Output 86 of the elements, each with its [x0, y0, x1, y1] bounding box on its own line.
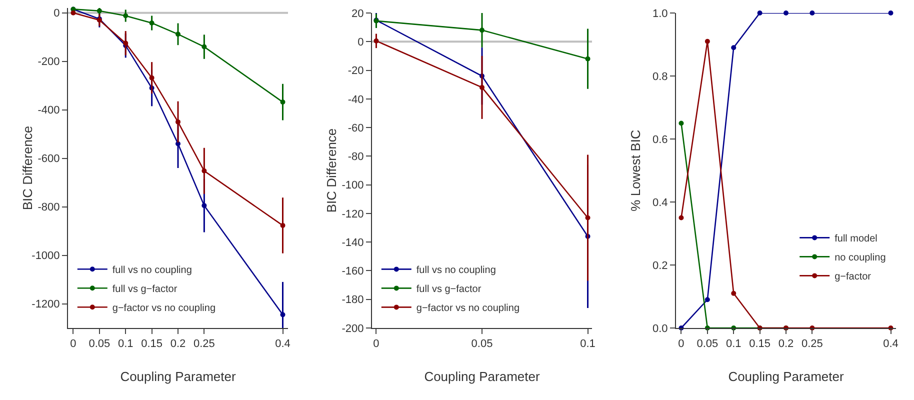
y-axis-title: BIC Difference: [324, 128, 339, 213]
y-tick-label: -200: [38, 56, 60, 68]
point: [784, 10, 788, 16]
point: [585, 215, 590, 220]
y-tick-label: 0.2: [652, 260, 668, 272]
x-tick-label: 0.2: [170, 338, 186, 350]
y-tick-label: -160: [342, 266, 364, 278]
point: [280, 312, 286, 318]
point: [96, 8, 102, 14]
legend-label: g−factor vs no coupling: [416, 303, 520, 314]
legend-label: full vs g−factor: [416, 284, 482, 296]
x-tick-label: 0.1: [726, 338, 742, 350]
point: [123, 40, 128, 46]
x-tick-label: 0.15: [141, 338, 163, 350]
point: [585, 56, 590, 62]
legend-label: full model: [834, 234, 878, 245]
y-tick-label: -100: [342, 180, 364, 192]
legend-label: full vs no coupling: [112, 265, 192, 276]
y-tick-label: -200: [342, 322, 364, 335]
y-tick-label: -40: [348, 94, 364, 106]
point: [810, 10, 815, 16]
y-axis-title: BIC Difference: [20, 126, 35, 210]
x-tick-label: 0.1: [118, 338, 134, 350]
x-tick-label: 0.4: [883, 338, 898, 350]
legend-label: no coupling: [834, 252, 886, 264]
point: [149, 75, 154, 80]
legend-label: full vs no coupling: [416, 265, 496, 276]
point: [678, 120, 684, 126]
x-axis-title: Coupling Parameter: [728, 368, 844, 384]
point: [280, 222, 286, 228]
x-tick-label: 0: [678, 338, 684, 350]
point: [757, 10, 762, 16]
y-tick-label: 0.8: [652, 70, 668, 83]
y-tick-label: -1200: [32, 298, 60, 311]
y-tick-label: -120: [342, 208, 364, 220]
x-tick-label: 0.25: [801, 338, 823, 350]
x-axis-title: Coupling Parameter: [424, 368, 540, 384]
point: [176, 32, 180, 37]
y-tick-label: 0: [54, 8, 60, 20]
x-tick-label: 0: [70, 338, 76, 350]
point: [731, 45, 736, 50]
y-tick-label: 20: [352, 8, 364, 20]
y-tick-label: 0: [358, 36, 364, 48]
point: [704, 297, 710, 302]
x-tick-label: 0: [373, 338, 380, 350]
x-tick-label: 0.25: [193, 338, 215, 350]
point: [480, 84, 484, 90]
x-tick-label: 0.4: [275, 338, 290, 350]
x-tick-label: 0.05: [471, 338, 493, 350]
point: [176, 119, 180, 124]
y-tick-label: -800: [38, 202, 60, 214]
point: [176, 141, 180, 146]
x-tick-label: 0.2: [778, 338, 794, 350]
x-tick-label: 0.05: [696, 338, 718, 350]
x-axis-title: Coupling Parameter: [120, 368, 236, 384]
point: [202, 168, 207, 174]
y-tick-label: -20: [348, 65, 364, 78]
y-tick-label: -80: [348, 151, 364, 164]
x-tick-label: 0.1: [580, 338, 596, 350]
legend-label: full vs g−factor: [112, 284, 178, 295]
y-tick-label: 0.4: [652, 196, 668, 209]
point: [280, 100, 286, 105]
y-tick-label: 1.0: [652, 8, 668, 20]
point: [374, 38, 379, 44]
point: [149, 20, 154, 26]
y-axis-title: % Lowest BIC: [628, 130, 643, 212]
legend-label: g−factor vs no coupling: [112, 303, 216, 314]
point: [123, 13, 128, 18]
point: [731, 290, 736, 296]
y-tick-label: -1000: [32, 250, 60, 262]
point: [888, 10, 894, 16]
point: [202, 44, 207, 50]
point: [202, 203, 207, 208]
y-tick-label: -400: [38, 104, 60, 117]
y-tick-label: -600: [38, 153, 60, 166]
y-tick-label: 0.0: [652, 322, 668, 335]
point: [704, 38, 710, 44]
x-tick-label: 0.15: [749, 338, 771, 350]
x-tick-label: 0.05: [88, 338, 110, 350]
point: [480, 28, 484, 33]
legend-label: g−factor: [834, 272, 872, 283]
y-tick-label: -180: [342, 294, 364, 306]
point: [678, 215, 684, 220]
y-tick-label: 0.6: [652, 134, 668, 146]
y-tick-label: -60: [348, 122, 364, 134]
y-tick-label: -140: [342, 236, 364, 249]
